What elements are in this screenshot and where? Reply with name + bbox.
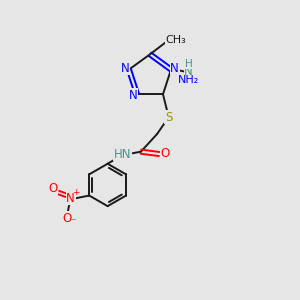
Text: CH₃: CH₃: [165, 34, 186, 45]
Text: S: S: [165, 111, 172, 124]
Text: H: H: [185, 59, 193, 69]
Text: N: N: [129, 89, 138, 102]
Text: HN: HN: [114, 148, 131, 160]
Text: N: N: [184, 65, 193, 78]
Text: O: O: [63, 212, 72, 225]
Text: N: N: [121, 62, 130, 75]
Text: ⁻: ⁻: [70, 218, 76, 228]
Text: O: O: [48, 182, 57, 195]
Text: O: O: [160, 147, 170, 160]
Text: +: +: [72, 188, 79, 197]
Text: NH₂: NH₂: [178, 75, 199, 85]
Text: N: N: [170, 62, 179, 75]
Text: N: N: [66, 192, 75, 205]
